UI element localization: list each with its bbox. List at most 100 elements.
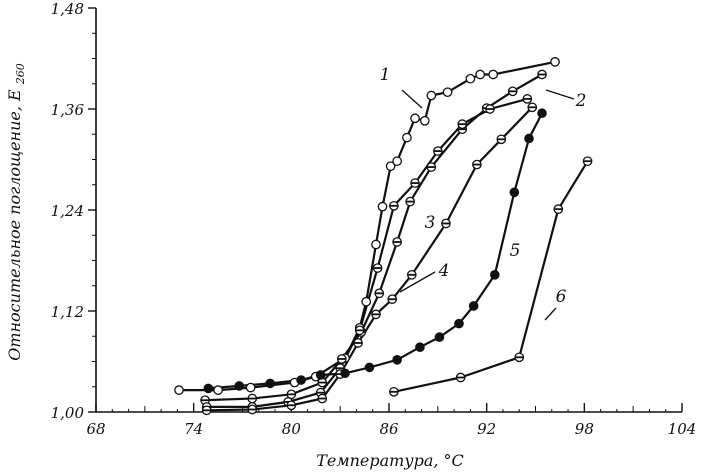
series-4-point-bar <box>318 397 327 400</box>
series-1-point <box>402 132 412 143</box>
series-4-point-bar <box>335 373 345 376</box>
series-3-point-bar <box>316 391 325 394</box>
series-3-point-bar <box>523 98 532 100</box>
series-2-point <box>317 377 328 388</box>
series-6-point-bar <box>456 376 465 379</box>
series-5-point <box>524 133 534 144</box>
series-4-point-bar <box>371 313 381 316</box>
series-4-point-bar <box>287 404 296 407</box>
series-1-point <box>385 161 396 172</box>
series-5-point <box>537 108 547 119</box>
series-3-point-bar <box>335 367 345 370</box>
series-6-point <box>455 372 466 383</box>
series-1-point <box>550 57 560 67</box>
series-3-point-bar <box>485 108 495 110</box>
x-axis-label: Температура, °С <box>316 451 464 470</box>
series-1-point <box>174 385 184 395</box>
leader-line-1 <box>401 89 423 109</box>
y-tick-label: 1,12 <box>51 303 84 321</box>
series-4-point-bar <box>248 408 257 411</box>
series-4-point-bar <box>497 138 506 141</box>
series-4-point <box>472 159 482 170</box>
series-2-point <box>507 86 518 97</box>
series-1-point <box>419 115 430 126</box>
x-tick-label: 86 <box>379 420 399 438</box>
series-4-point <box>387 294 398 305</box>
series-1-point <box>475 69 486 80</box>
series-1-point <box>426 90 437 101</box>
series-markers <box>174 57 593 416</box>
series-4-point <box>496 134 507 145</box>
series-label-1: 1 <box>380 65 391 85</box>
series-line-5 <box>207 112 544 390</box>
series-5-point <box>434 332 445 342</box>
series-5-point <box>364 362 375 373</box>
series-4-point <box>353 338 363 348</box>
series-5-point <box>509 187 520 198</box>
series-6-point-bar <box>554 208 563 211</box>
series-3-point-bar <box>433 150 443 152</box>
series-2-point-bar <box>427 166 436 168</box>
series-lines <box>177 60 589 412</box>
series-4-point-bar <box>441 222 451 225</box>
series-5-point <box>234 381 245 391</box>
series-4-point <box>406 269 417 280</box>
series-line-2 <box>204 73 544 402</box>
series-1-point <box>442 87 453 98</box>
series-2-point <box>537 69 547 80</box>
series-4-point-bar <box>388 298 397 301</box>
y-tick-label: 1,48 <box>51 0 84 18</box>
x-tick-label: 74 <box>184 420 203 438</box>
x-tick-label: 80 <box>282 420 302 438</box>
x-tick-label: 68 <box>86 420 105 438</box>
series-line-3 <box>205 97 529 408</box>
series-2-point <box>247 393 258 404</box>
series-3-point <box>522 94 533 104</box>
y-axis-label-main: Относительное поглощение, E <box>5 89 24 361</box>
series-1-point <box>377 201 388 212</box>
y-axis-ticks: 1,00 1,12 1,24 1,36 1,48 <box>51 0 96 422</box>
series-label-4: 4 <box>438 261 450 281</box>
series-4-point <box>286 400 297 411</box>
series-3-point <box>410 178 420 188</box>
series-line-1 <box>177 60 557 392</box>
series-4-point-bar <box>472 163 482 166</box>
series-6-point <box>582 156 593 167</box>
leader-line-4 <box>399 271 436 293</box>
series-2-point <box>405 196 416 207</box>
series-2-point-bar <box>200 399 210 402</box>
series-4-point <box>527 102 538 113</box>
series-4-point <box>371 309 381 320</box>
series-2-point-bar <box>458 128 467 131</box>
series-6-point <box>514 352 525 363</box>
x-tick-label: 104 <box>668 420 697 438</box>
series-3-point <box>372 263 383 273</box>
x-tick-label: 92 <box>477 420 496 438</box>
y-axis-label: Относительное поглощение, E 260 <box>5 63 27 361</box>
series-2-point <box>374 288 385 299</box>
series-1-point <box>213 385 223 395</box>
leader-line-2 <box>545 89 575 100</box>
series-2-point-bar <box>405 200 415 203</box>
series-4-point-bar <box>407 273 416 276</box>
series-5-point <box>203 383 214 394</box>
series-1-point <box>488 69 499 80</box>
series-4-point <box>441 218 451 229</box>
series-3-point-bar <box>410 182 420 184</box>
series-5-point <box>265 378 275 389</box>
series-3-point <box>457 119 468 130</box>
series-6-point <box>553 204 564 215</box>
series-4-point <box>247 404 258 415</box>
series-2-point-bar <box>375 292 384 295</box>
series-label-3: 3 <box>425 213 436 233</box>
series-5-point <box>468 301 479 311</box>
series-2-point-bar <box>287 393 296 396</box>
leader-line-6 <box>544 307 557 321</box>
series-label-6: 6 <box>556 287 567 307</box>
series-2-point <box>426 162 437 172</box>
y-axis-label-subscript: 260 <box>14 63 27 85</box>
series-2-point <box>336 354 347 364</box>
series-5-point <box>315 370 326 380</box>
series-1-point <box>392 156 402 167</box>
